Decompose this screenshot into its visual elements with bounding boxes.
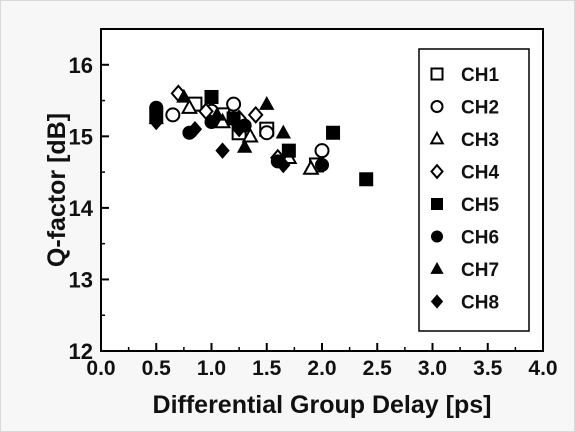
x-tick-label: 3.0: [418, 357, 447, 380]
x-tick-label: 3.5: [473, 357, 503, 380]
data-point-ch5: [359, 172, 374, 187]
data-point-ch8: [149, 113, 164, 131]
legend-marker-ch2: [430, 100, 444, 113]
axis-ticks: 0.0 0.5 1.0 1.5 2.0 2.5 3.0 3.5 4.0 12 13 14 15 16: [69, 28, 558, 380]
x-tick-label: 4.0: [528, 357, 557, 380]
legend-label-ch7: CH7: [461, 260, 499, 281]
data-point-ch8: [187, 120, 203, 138]
data-point-ch8: [276, 156, 291, 174]
legend-marker-ch6: [431, 230, 443, 243]
y-tick-label: 15: [69, 124, 93, 149]
data-point-ch5: [204, 89, 219, 104]
x-tick-label: 1.0: [197, 357, 226, 380]
x-tick-label: 2.0: [307, 357, 336, 380]
data-point-ch3: [180, 98, 198, 114]
legend-label-ch4: CH4: [461, 163, 499, 184]
legend-label-ch1: CH1: [461, 65, 499, 86]
legend-label-ch3: CH3: [461, 130, 499, 151]
x-tick-label: 1.5: [252, 357, 282, 380]
y-tick-label: 16: [69, 53, 93, 78]
legend-marker-ch4: [430, 163, 444, 180]
data-point-ch2: [259, 125, 275, 141]
y-tick-label: 14: [69, 196, 94, 221]
legend-label-ch5: CH5: [461, 195, 499, 216]
x-tick-label: 2.5: [363, 357, 393, 380]
legend-marker-ch8: [430, 294, 444, 309]
data-point-ch7: [236, 138, 253, 153]
legend-box: [418, 48, 530, 332]
legend-marker-ch3: [429, 130, 445, 145]
x-tick-label: 0.0: [86, 357, 115, 380]
data-point-ch7: [259, 95, 275, 110]
legend: CH1 CH2 CH3 CH4 CH5 CH6 CH7 CH8: [418, 48, 530, 332]
data-point-ch4: [247, 105, 264, 124]
legend-label-ch8: CH8: [461, 293, 499, 314]
legend-marker-ch1: [430, 67, 444, 81]
data-point-ch5: [326, 125, 341, 140]
data-point-ch7: [209, 106, 225, 121]
y-tick-label: 12: [69, 339, 93, 364]
data-point-ch5: [281, 143, 296, 158]
legend-marker-ch5: [431, 198, 443, 210]
data-point-ch8: [215, 142, 230, 159]
legend-label-ch6: CH6: [461, 228, 499, 249]
legend-label-ch2: CH2: [461, 98, 499, 119]
data-point-ch3: [302, 159, 320, 175]
data-point-ch2: [226, 96, 242, 112]
data-point-ch5: [226, 111, 241, 126]
data-point-ch2: [165, 107, 181, 123]
data-point-ch6: [315, 157, 329, 172]
data-point-ch7: [275, 124, 291, 139]
x-axis-label: Differential Group Delay [ps]: [153, 391, 492, 419]
data-point-ch2: [314, 143, 330, 159]
data-points: [148, 84, 374, 187]
data-point-ch8: [231, 120, 247, 138]
data-point-ch3: [241, 127, 259, 143]
y-axis-label: Q-factor [dB]: [43, 113, 71, 267]
data-point-ch7: [176, 88, 192, 103]
y-tick-label: 13: [69, 267, 93, 292]
data-point-ch3: [214, 112, 232, 129]
x-tick-label: 0.5: [142, 357, 172, 380]
legend-marker-ch7: [430, 261, 444, 274]
